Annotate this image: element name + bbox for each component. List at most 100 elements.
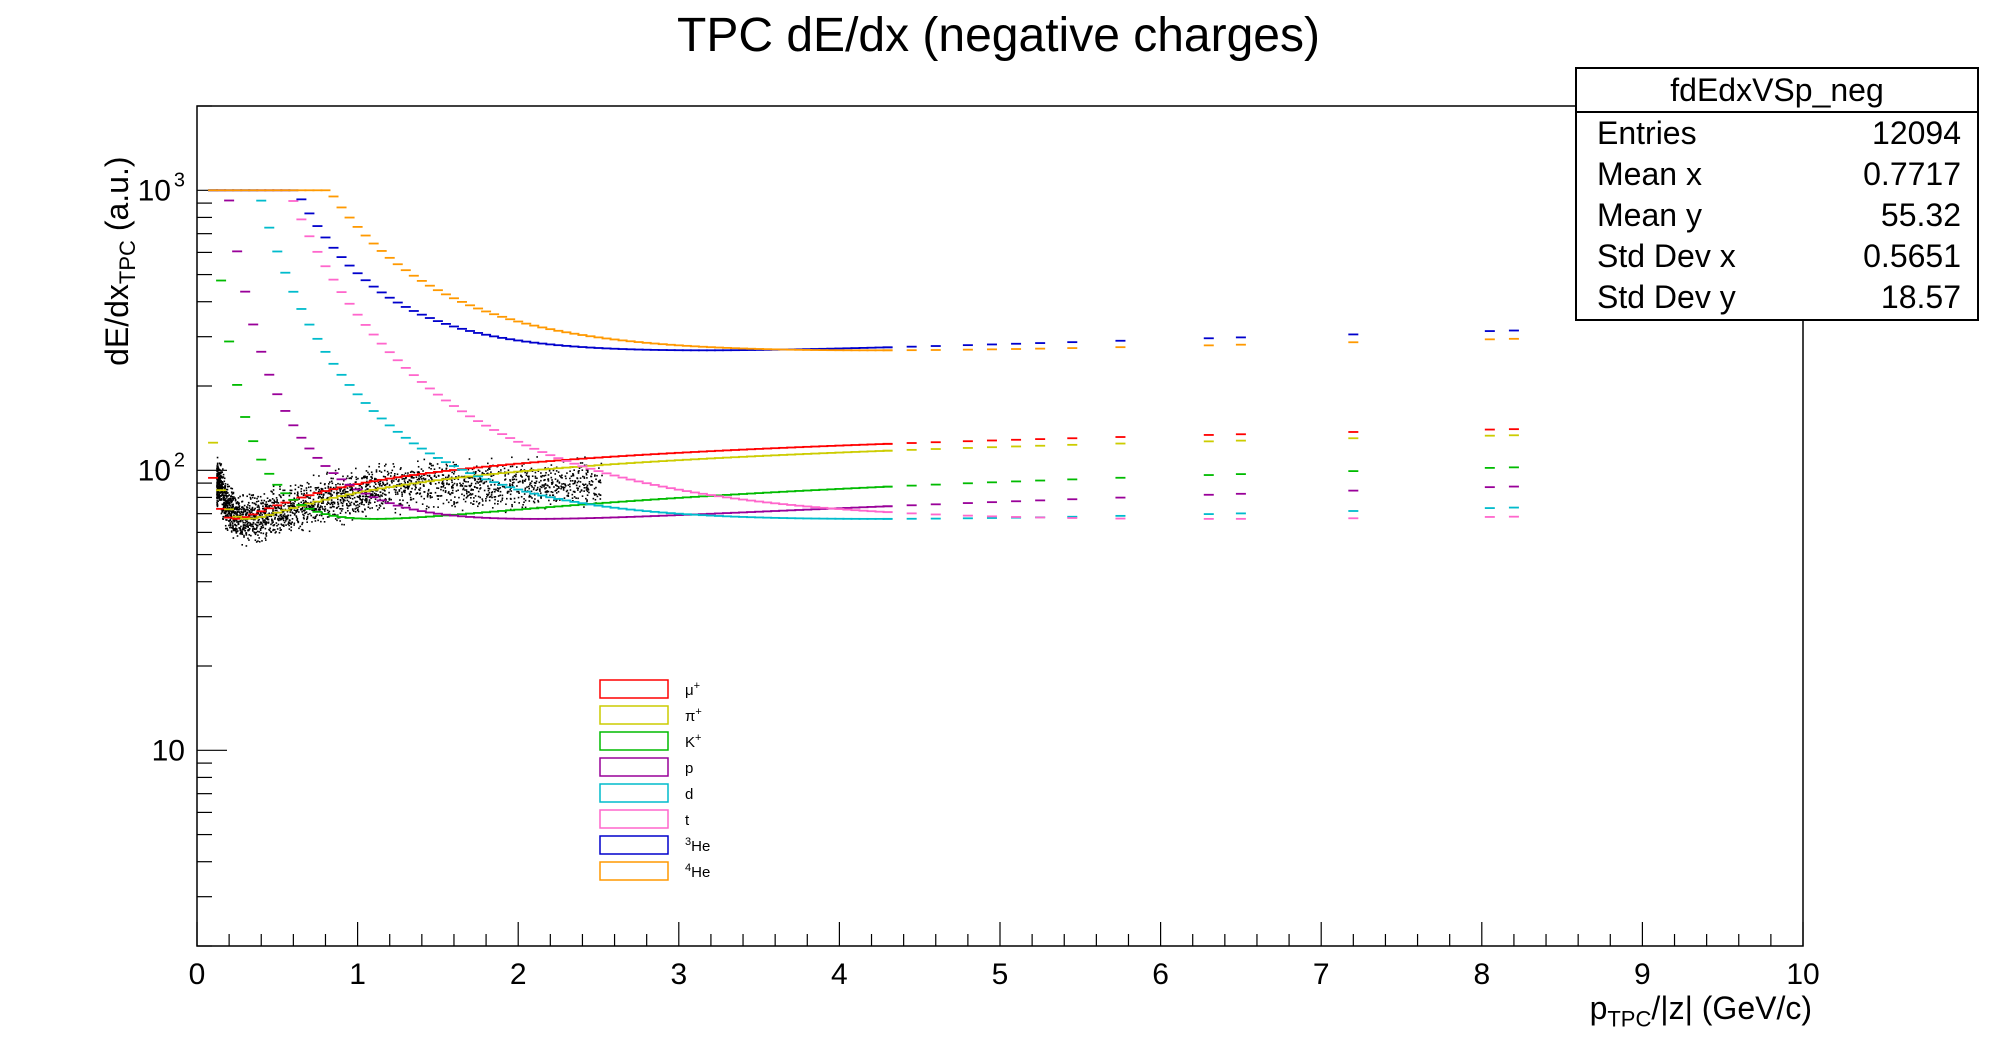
data-point	[332, 477, 334, 480]
stats-label: Entries	[1597, 115, 1697, 151]
data-point	[541, 474, 544, 477]
data-point	[447, 474, 450, 477]
data-point	[429, 462, 431, 465]
data-point	[225, 507, 228, 510]
data-point	[404, 481, 407, 484]
data-point	[272, 493, 275, 495]
data-point	[283, 513, 286, 515]
data-point	[428, 475, 431, 478]
data-point	[296, 509, 299, 512]
data-point	[401, 478, 404, 480]
data-point	[422, 485, 425, 487]
data-point	[451, 492, 454, 494]
data-point	[368, 465, 371, 468]
data-point	[288, 528, 291, 530]
data-point	[456, 484, 458, 487]
data-point	[220, 463, 223, 465]
data-point	[551, 481, 554, 483]
data-point	[401, 474, 403, 476]
data-point	[524, 499, 527, 502]
data-point	[337, 503, 340, 505]
data-point	[483, 489, 486, 492]
data-point	[231, 510, 234, 513]
data-point	[304, 509, 306, 511]
data-point	[263, 493, 266, 495]
data-point	[217, 469, 220, 471]
legend-swatch	[599, 705, 669, 725]
data-point	[342, 490, 344, 492]
data-point	[256, 530, 259, 533]
data-point	[493, 488, 495, 491]
data-point	[579, 491, 581, 493]
data-point	[488, 499, 491, 502]
data-point	[218, 483, 221, 486]
data-point	[408, 485, 410, 488]
data-point	[508, 490, 510, 493]
data-point	[444, 491, 447, 494]
data-point	[409, 499, 412, 501]
data-point	[562, 482, 565, 485]
data-point	[586, 477, 588, 479]
data-point	[222, 497, 225, 500]
data-point	[445, 468, 448, 470]
data-point	[220, 499, 223, 501]
data-point	[586, 499, 588, 501]
data-point	[543, 479, 545, 482]
data-point	[421, 503, 424, 505]
data-point	[576, 481, 579, 484]
data-point	[475, 465, 478, 468]
data-point	[245, 534, 248, 536]
data-point	[474, 486, 476, 489]
data-point	[425, 508, 428, 510]
data-point	[216, 475, 218, 477]
legend-swatch	[599, 757, 669, 777]
x-tick-label: 2	[510, 958, 527, 991]
data-point	[218, 462, 221, 465]
data-point	[243, 536, 245, 538]
data-point	[366, 488, 368, 490]
data-point	[367, 483, 369, 486]
data-point	[226, 527, 228, 530]
data-point	[389, 475, 392, 477]
data-point	[222, 503, 224, 506]
data-point	[375, 505, 378, 507]
data-point	[266, 497, 269, 500]
data-point	[461, 493, 463, 496]
data-point	[249, 523, 252, 526]
data-point	[317, 486, 320, 489]
data-point	[468, 494, 471, 496]
data-point	[504, 475, 506, 477]
data-point	[288, 522, 290, 524]
data-point	[279, 488, 281, 490]
data-point	[301, 507, 304, 510]
data-point	[333, 502, 336, 505]
data-point	[378, 495, 380, 497]
data-point	[216, 468, 218, 471]
data-point	[578, 485, 581, 488]
data-point	[216, 463, 219, 466]
data-point	[386, 470, 389, 473]
data-point	[473, 497, 475, 499]
data-point	[529, 483, 531, 486]
data-point	[509, 479, 511, 481]
data-point	[459, 482, 461, 485]
data-point	[230, 501, 233, 504]
data-point	[287, 514, 289, 517]
data-point	[300, 488, 303, 490]
data-point	[488, 491, 491, 494]
data-point	[300, 493, 303, 495]
data-point	[418, 475, 420, 477]
data-point	[573, 469, 575, 471]
data-point	[367, 503, 370, 506]
data-point	[271, 512, 273, 514]
data-point	[520, 495, 523, 498]
data-point	[329, 506, 332, 509]
data-point	[262, 501, 264, 504]
data-point	[320, 493, 323, 496]
data-point	[426, 505, 428, 508]
data-point	[576, 457, 579, 459]
data-point	[544, 491, 547, 493]
data-point	[451, 485, 454, 487]
data-point	[454, 496, 456, 498]
data-point	[583, 484, 585, 486]
